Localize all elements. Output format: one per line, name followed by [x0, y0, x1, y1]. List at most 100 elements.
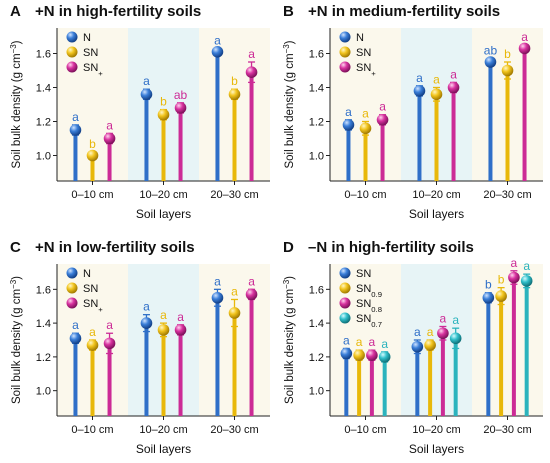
- data-point: [495, 290, 507, 302]
- y-tick-label: 1.0: [309, 386, 324, 398]
- y-tick-label: 1.0: [36, 151, 51, 163]
- data-point: [228, 307, 241, 319]
- significance-label: a: [452, 313, 459, 327]
- significance-label: a: [343, 333, 350, 347]
- y-tick-label: 1.4: [309, 318, 324, 330]
- x-tick-label: 10–20 cm: [412, 424, 460, 436]
- legend-label: SN0.8: [356, 298, 382, 314]
- y-tick-label: 1.2: [36, 117, 51, 129]
- data-point: [103, 337, 116, 350]
- x-tick-label: 20–30 cm: [210, 189, 258, 201]
- data-point: [245, 66, 258, 78]
- data-point: [484, 56, 497, 68]
- panel-B: 1.0 1.2 1.4 1.6 0–10 cm 10–20 cm 20–30 cm Soil …: [282, 3, 543, 221]
- panel-D: 1.0 1.2 1.4 1.6 0–10 cm 10–20 cm 20–30 cm Soil …: [282, 239, 543, 456]
- data-point: [449, 332, 462, 345]
- significance-label: a: [369, 335, 376, 349]
- panel-letter: A: [10, 3, 21, 20]
- y-tick-label: 1.6: [309, 284, 324, 296]
- legend-marker: [66, 46, 78, 58]
- x-tick-label: 20–30 cm: [483, 424, 531, 436]
- x-axis-title: Soil layers: [136, 442, 191, 456]
- significance-label: a: [511, 256, 518, 270]
- significance-label: a: [414, 325, 421, 339]
- y-tick-label: 1.0: [309, 151, 324, 163]
- panel-letter: C: [10, 239, 21, 256]
- significance-label: a: [72, 110, 79, 124]
- significance-label: a: [379, 100, 386, 114]
- x-tick-label: 0–10 cm: [71, 189, 113, 201]
- significance-label: ab: [484, 44, 498, 58]
- legend-label: N: [83, 32, 91, 44]
- legend-label: SN: [356, 47, 371, 59]
- significance-label: b: [231, 74, 238, 88]
- significance-label: a: [450, 67, 457, 81]
- x-tick-label: 10–20 cm: [412, 189, 460, 201]
- significance-label: a: [345, 105, 352, 119]
- x-tick-label: 10–20 cm: [139, 189, 187, 201]
- significance-label: a: [106, 318, 113, 332]
- x-tick-label: 20–30 cm: [483, 189, 531, 201]
- significance-label: a: [214, 274, 221, 288]
- significance-label: b: [160, 95, 167, 109]
- legend-marker: [66, 267, 78, 279]
- data-point: [501, 64, 514, 77]
- y-tick-label: 1.4: [36, 318, 51, 330]
- data-point: [482, 291, 495, 304]
- significance-label: a: [214, 33, 221, 47]
- significance-label: b: [89, 137, 96, 151]
- data-point: [228, 88, 241, 101]
- data-point: [211, 46, 224, 58]
- data-point: [520, 275, 533, 287]
- panel-A: 1.0 1.2 1.4 1.6 0–10 cm 10–20 cm 20–30 cm Soil …: [9, 3, 270, 221]
- significance-label: a: [427, 325, 434, 339]
- legend-label: SN: [83, 47, 98, 59]
- panel-title: –N in high-fertility soils: [308, 239, 474, 256]
- significance-label: b: [504, 47, 511, 61]
- data-point: [437, 327, 449, 340]
- significance-label: a: [143, 74, 150, 88]
- panel-letter: B: [283, 3, 294, 20]
- x-axis-title: Soil layers: [409, 207, 464, 221]
- significance-label: b: [498, 273, 505, 287]
- significance-label: a: [362, 107, 369, 121]
- y-tick-label: 1.4: [309, 83, 324, 95]
- significance-label: a: [440, 311, 447, 325]
- legend-marker: [339, 312, 351, 324]
- significance-label: a: [248, 274, 255, 288]
- significance-label: a: [416, 71, 423, 85]
- data-point: [103, 132, 116, 145]
- significance-label: a: [248, 47, 255, 61]
- data-point: [342, 119, 355, 131]
- y-axis-title: Soil bulk density (g cm−3): [9, 276, 24, 404]
- legend-marker: [339, 267, 351, 279]
- y-tick-label: 1.2: [309, 352, 324, 364]
- significance-label: a: [106, 118, 113, 132]
- y-tick-label: 1.0: [36, 386, 51, 398]
- data-point: [86, 149, 99, 162]
- legend-label: SN: [356, 268, 371, 280]
- y-tick-label: 1.6: [36, 49, 51, 61]
- data-point: [447, 81, 460, 94]
- x-tick-label: 0–10 cm: [71, 424, 113, 436]
- significance-label: a: [356, 335, 363, 349]
- significance-label: a: [231, 284, 238, 298]
- y-axis-title: Soil bulk density (g cm−3): [282, 40, 297, 168]
- data-point: [69, 332, 82, 345]
- legend-label: N: [83, 268, 91, 280]
- significance-label: a: [89, 325, 96, 339]
- legend-label: SN+: [356, 62, 376, 78]
- legend-label: SN+: [83, 62, 103, 78]
- data-point: [245, 288, 258, 301]
- data-point: [157, 324, 170, 336]
- y-tick-label: 1.6: [36, 284, 51, 296]
- significance-label: a: [160, 308, 167, 322]
- data-point: [518, 42, 531, 55]
- data-point: [340, 347, 353, 360]
- significance-label: b: [485, 278, 492, 292]
- data-point: [174, 102, 187, 114]
- data-point: [140, 88, 153, 101]
- significance-label: a: [72, 318, 79, 332]
- significance-label: a: [523, 259, 530, 273]
